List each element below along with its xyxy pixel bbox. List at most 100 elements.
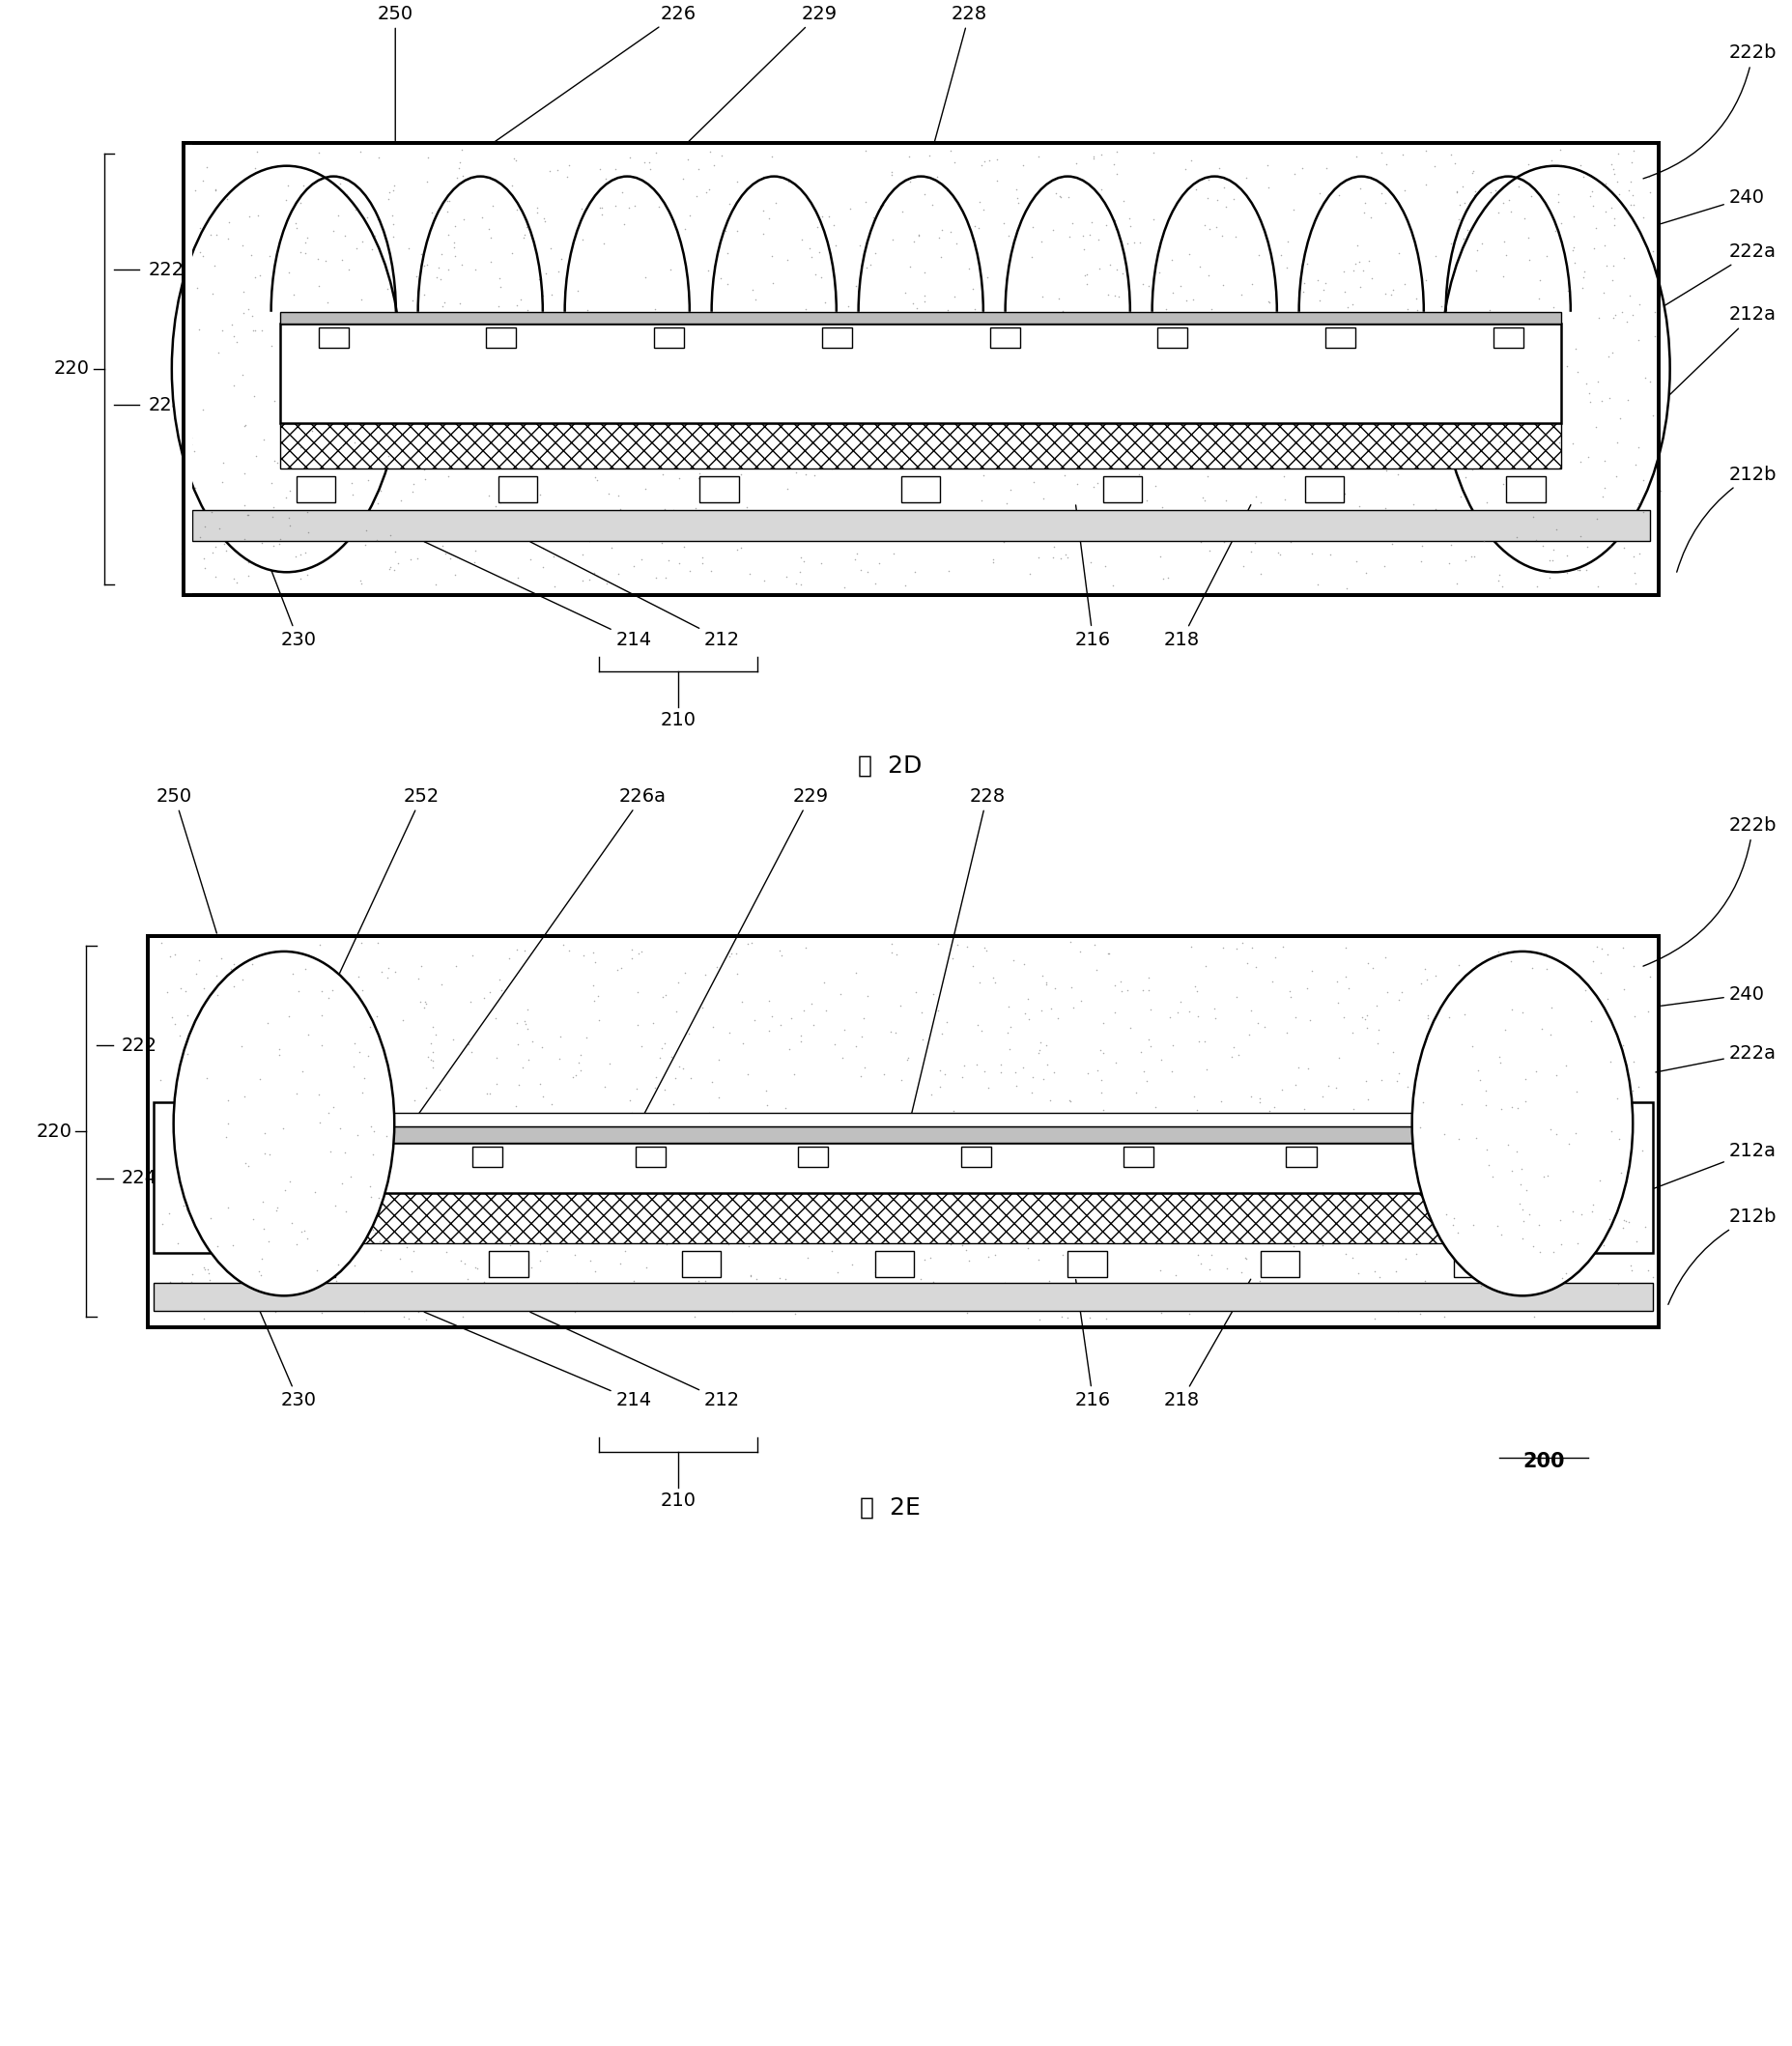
Point <box>1487 1101 1516 1133</box>
Point <box>1288 299 1317 331</box>
Point <box>774 497 803 530</box>
Point <box>1514 1105 1543 1138</box>
Point <box>292 536 321 569</box>
Point <box>349 374 378 407</box>
Point <box>1423 520 1452 552</box>
Point <box>486 270 514 303</box>
Point <box>283 358 312 391</box>
Point <box>760 1131 788 1164</box>
Point <box>1525 1021 1554 1054</box>
Point <box>1527 1013 1555 1046</box>
Point <box>254 1226 283 1258</box>
Point <box>1125 405 1154 438</box>
Point <box>1550 1050 1579 1082</box>
Point <box>530 258 559 291</box>
Point <box>1009 346 1038 379</box>
Point <box>233 499 262 532</box>
Point <box>244 1084 272 1117</box>
Point <box>694 1097 722 1129</box>
Point <box>1192 949 1220 982</box>
Point <box>521 362 550 395</box>
Point <box>624 937 652 970</box>
Point <box>1210 1224 1238 1256</box>
Point <box>1498 168 1527 201</box>
Point <box>690 960 719 992</box>
Point <box>1590 452 1618 485</box>
Point <box>597 370 625 403</box>
Point <box>210 1195 238 1228</box>
Point <box>262 1181 290 1213</box>
Bar <box>310 1146 339 1166</box>
Point <box>486 1191 514 1224</box>
Point <box>1170 1146 1199 1178</box>
Point <box>260 1111 289 1144</box>
Point <box>1147 491 1176 524</box>
Point <box>654 544 683 577</box>
Point <box>1176 505 1204 538</box>
Point <box>1606 1156 1634 1189</box>
Point <box>1600 299 1629 331</box>
Point <box>1471 1088 1500 1121</box>
Point <box>1550 505 1579 538</box>
Point <box>944 1279 973 1311</box>
Point <box>1027 960 1055 992</box>
Point <box>267 1121 296 1154</box>
Point <box>1378 1035 1407 1068</box>
Point <box>656 254 685 286</box>
Point <box>1502 939 1530 972</box>
Point <box>1231 1242 1260 1275</box>
Point <box>1138 448 1167 481</box>
Point <box>1615 1097 1643 1129</box>
Point <box>968 192 996 225</box>
Point <box>1075 1301 1104 1334</box>
Point <box>1373 309 1401 342</box>
Point <box>876 927 905 960</box>
Point <box>439 231 468 264</box>
Point <box>878 446 907 479</box>
Point <box>1525 264 1554 297</box>
Point <box>1532 1160 1561 1193</box>
Point <box>235 1187 263 1219</box>
Point <box>1563 1043 1591 1076</box>
Point <box>1373 976 1401 1009</box>
Point <box>1301 1279 1330 1311</box>
Point <box>414 419 443 452</box>
Point <box>1459 540 1487 573</box>
Point <box>511 1007 539 1039</box>
Point <box>357 1213 385 1246</box>
Point <box>914 139 943 172</box>
Point <box>330 219 358 252</box>
Point <box>1595 1203 1624 1236</box>
Point <box>756 333 785 366</box>
Point <box>1025 1025 1054 1058</box>
Point <box>186 1125 215 1158</box>
Point <box>943 356 971 389</box>
Point <box>957 1107 986 1140</box>
Point <box>346 1105 375 1138</box>
Point <box>817 452 846 485</box>
Point <box>514 1043 543 1076</box>
Point <box>285 186 314 219</box>
Point <box>1158 1054 1186 1086</box>
Point <box>190 507 219 540</box>
Point <box>900 370 928 403</box>
Point <box>980 512 1009 544</box>
Point <box>332 321 360 354</box>
Point <box>1357 262 1385 295</box>
Bar <box>1158 327 1186 348</box>
Point <box>414 141 443 174</box>
Point <box>523 196 552 229</box>
Point <box>396 1107 425 1140</box>
Point <box>278 309 306 342</box>
Point <box>1460 1121 1489 1154</box>
Point <box>1598 250 1627 282</box>
Point <box>290 953 319 986</box>
Point <box>1181 1093 1210 1125</box>
Point <box>1387 139 1416 172</box>
Point <box>190 235 219 268</box>
Point <box>1484 935 1512 968</box>
Point <box>1034 1138 1063 1170</box>
Bar <box>296 1250 335 1277</box>
Point <box>1004 1213 1032 1246</box>
Point <box>1500 391 1529 424</box>
